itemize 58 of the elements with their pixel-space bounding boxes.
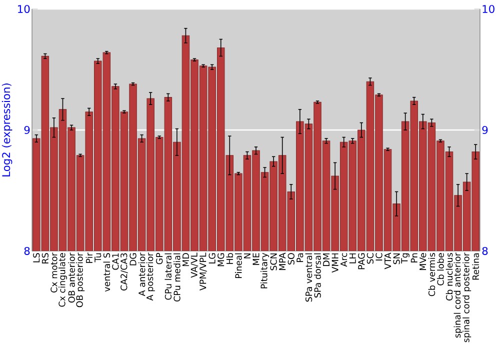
x-tick-label: OB posterior [76,252,85,308]
x-tick-label: spinal cord anterior [454,252,462,338]
x-tick-label: MD [182,253,189,266]
y-tick-label: 8 [24,246,30,256]
x-tick-label: Cb lobe [437,253,444,286]
x-tick-label: Tg [401,253,410,264]
x-tick-label: MPA [279,252,286,270]
x-tick-label: Arc [340,253,348,267]
x-tick-label: VMH [332,253,338,273]
x-tick-label: GP [156,252,163,264]
x-tick-label: spinal cord posterior [462,252,472,342]
x-tick-label: Cx cingulate [58,253,67,307]
x-tick-label: ventral S [103,253,110,292]
x-tick-label: CA2/CA3 [120,253,128,290]
x-tick-label: LG [208,253,216,264]
y2-tick-label: 10 [482,4,494,14]
x-tick-label: Cx motor [50,252,58,292]
x-tick-label: Pir [86,252,92,263]
x-tick-label: DM [323,253,330,266]
x-tick-label: CA1 [112,253,119,270]
x-tick-label: SO [288,253,294,264]
x-tick-label: LS [33,253,40,262]
x-tick-label: RS [42,253,48,264]
x-tick-label: DG [130,253,136,266]
x-tick-label: VA/VL [190,252,198,278]
x-tick-label: SN [393,253,400,264]
x-tick-label: N [244,253,250,258]
x-tick-label: SPa dorsal [314,253,321,298]
y2-tick-label: 8 [482,246,488,256]
x-tick-label: MVe [420,253,426,270]
x-tick-label: A anterior [138,252,146,296]
x-tick-label: SCN [270,253,277,270]
x-tick-label: Cb vermis [428,253,436,296]
y2-tick-label: 9 [482,126,488,134]
x-tick-label: Pineal [235,253,242,278]
x-tick-label: CPu medial [174,253,180,302]
x-tick-label: PAG [358,253,365,270]
x-tick-label: ME [252,253,260,265]
x-tick-label: VTA [384,252,391,270]
x-tick-label: MG [218,253,224,266]
x-tick-label: OB anterior [68,252,75,303]
x-tick-label: Retina [472,253,479,280]
x-tick-label: A posterior [146,252,155,301]
y-axis-title: Log2 (expression) [2,84,12,176]
x-tick-label: Cb nucleus [446,253,453,300]
x-tick-label: Pa [296,253,304,262]
y-tick-label: 10 [18,4,30,14]
x-tick-label: SC [366,253,374,264]
x-tick-label: Pn [410,253,418,262]
x-tick-label: SPa ventral [305,253,312,302]
y-tick-label: 9 [24,126,30,134]
x-tick-label: IC [376,253,382,260]
x-tick-label: Tu [94,253,102,262]
x-tick-label: Pituitary [260,252,270,288]
x-tick-label: VPM/VPL [200,252,207,291]
x-tick-label: Hb [226,253,234,264]
x-tick-label: CPu lateral [164,253,172,300]
x-tick-label: LH [349,253,356,264]
